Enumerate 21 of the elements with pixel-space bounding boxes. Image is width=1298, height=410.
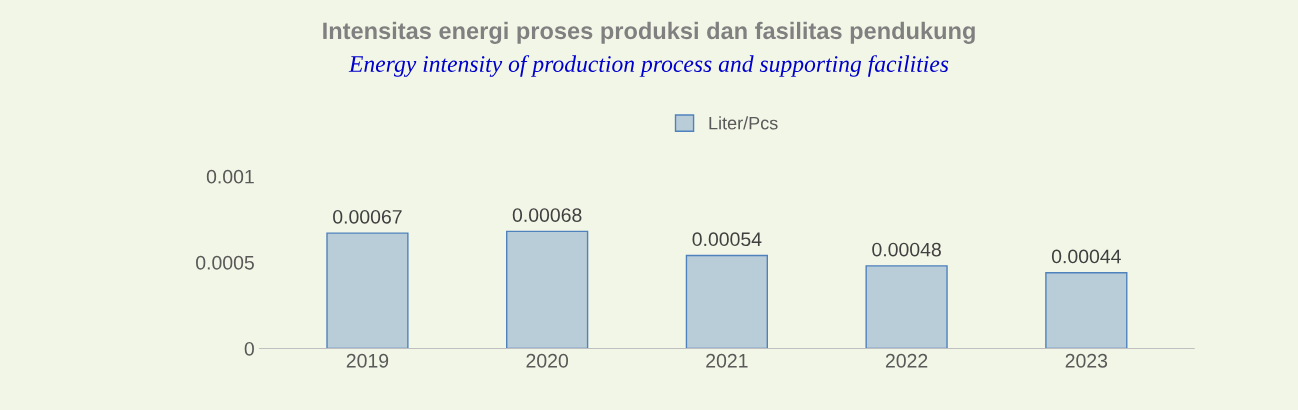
data-label: 0.00044 bbox=[1051, 249, 1121, 264]
bar bbox=[865, 265, 948, 349]
x-tick-label: 2020 bbox=[526, 353, 569, 368]
chart-title: Intensitas energi proses produksi dan fasilitas pendukung bbox=[323, 21, 975, 44]
x-tick-label: 2019 bbox=[346, 353, 389, 368]
data-label: 0.00067 bbox=[333, 209, 402, 224]
chart-subtitle: Energy intensity of production process and supporting facilities bbox=[348, 55, 949, 77]
data-label: 0.00048 bbox=[872, 242, 941, 257]
bar bbox=[685, 254, 769, 349]
x-tick-label: 2022 bbox=[885, 353, 928, 368]
x-tick-label: 2021 bbox=[706, 353, 748, 368]
y-tick-label: 0 bbox=[244, 341, 254, 356]
data-label: 0.00068 bbox=[512, 208, 582, 223]
x-tick-label: 2023 bbox=[1065, 353, 1108, 368]
bar bbox=[1045, 272, 1128, 349]
bar bbox=[506, 230, 589, 349]
data-label: 0.00054 bbox=[692, 232, 762, 247]
y-tick-label: 0.0005 bbox=[196, 255, 254, 270]
y-tick-label: 0.001 bbox=[206, 169, 254, 184]
legend-label: Liter/Pcs bbox=[709, 116, 778, 130]
bar bbox=[326, 232, 409, 349]
